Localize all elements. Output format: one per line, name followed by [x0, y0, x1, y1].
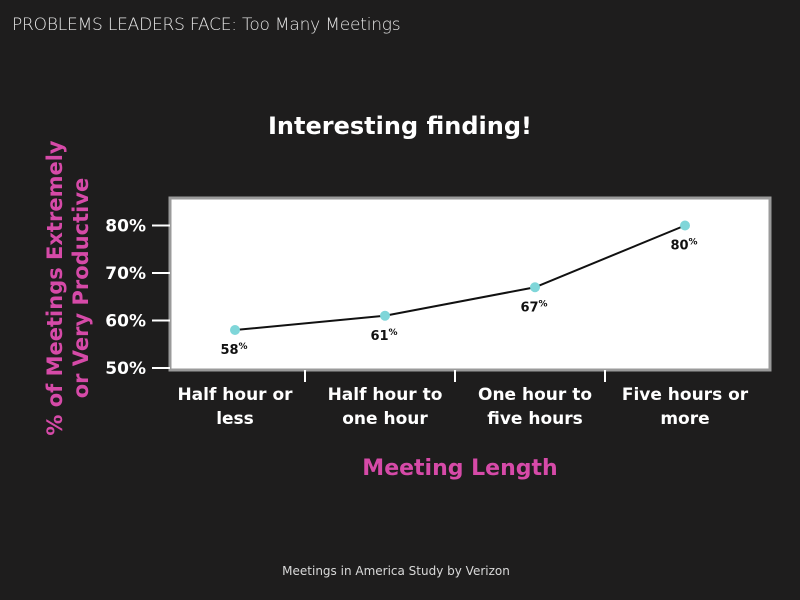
data-labels-group: 58% 61% 67% 80% — [220, 238, 697, 359]
y-tick-label: 70% — [105, 264, 146, 284]
series-line — [234, 224, 686, 331]
x-category-label: Half hour or less — [177, 385, 293, 429]
data-label: 58% — [220, 342, 247, 358]
source-footer: Meetings in America Study by Verizon — [282, 564, 510, 578]
data-label: 67% — [520, 299, 547, 315]
x-axis-title: Meeting Length — [362, 456, 558, 481]
x-category-label: Half hour to one hour — [327, 385, 443, 429]
data-label: 61% — [370, 328, 397, 344]
y-tick-label: 60% — [105, 312, 146, 332]
data-label: 80% — [670, 238, 697, 254]
series-line-group — [230, 220, 690, 335]
data-point — [680, 220, 690, 231]
data-point — [380, 310, 390, 321]
data-point — [530, 282, 540, 293]
y-axis: 50% 60% 70% 80% — [105, 217, 170, 379]
chart-title: Interesting finding! — [268, 112, 532, 140]
plot-area — [168, 196, 772, 372]
data-point — [230, 325, 240, 335]
slide-header: PROBLEMS LEADERS FACE: Too Many Meetings — [12, 15, 401, 35]
x-axis — [304, 370, 606, 382]
y-axis-title: % of Meetings Extremely or Very Producti… — [43, 140, 93, 436]
x-category-label: Five hours or more — [621, 385, 749, 429]
y-tick-label: 50% — [105, 359, 146, 379]
y-tick-label: 80% — [105, 217, 146, 237]
x-category-label: One hour to five hours — [478, 385, 592, 429]
